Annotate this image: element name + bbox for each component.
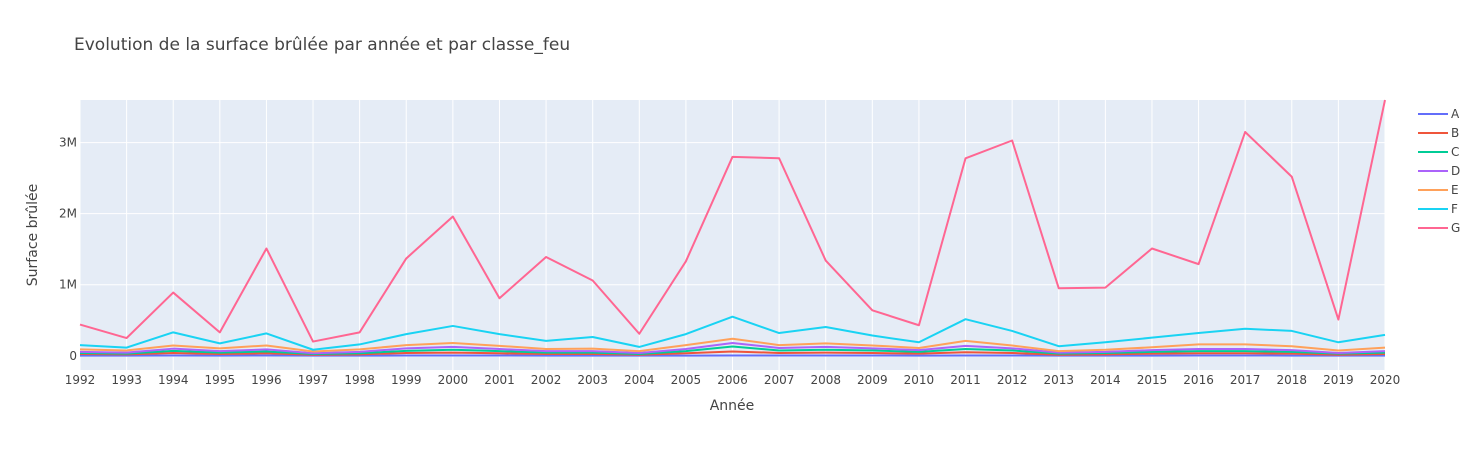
x-axis-title: Année bbox=[710, 398, 755, 414]
x-tick-label: 2009 bbox=[857, 373, 888, 387]
series-lines bbox=[79, 99, 1386, 357]
y-axis-title: Surface brûlée bbox=[25, 184, 41, 286]
x-tick-label: 2012 bbox=[997, 373, 1028, 387]
legend-label: C bbox=[1451, 145, 1459, 159]
y-tick-label: 0 bbox=[69, 349, 77, 363]
x-tick-label: 2006 bbox=[717, 373, 748, 387]
series-line-B bbox=[79, 350, 1386, 356]
x-tick-label: 2010 bbox=[904, 373, 935, 387]
y-tick-label: 1M bbox=[59, 278, 77, 292]
x-tick-label: 1999 bbox=[391, 373, 422, 387]
x-tick-label: 2007 bbox=[764, 373, 795, 387]
x-tick-label: 1998 bbox=[344, 373, 375, 387]
series-line-C bbox=[79, 345, 1386, 356]
legend-item-A[interactable]: A bbox=[1418, 107, 1460, 121]
x-axis-ticks: 1992 1993 1994 1995 1996 1997 1998 1999 2000 2001… bbox=[65, 373, 1401, 387]
y-tick-label: 3M bbox=[59, 136, 77, 150]
legend-label: B bbox=[1451, 126, 1459, 140]
legend-item-F[interactable]: F bbox=[1418, 202, 1458, 216]
x-tick-label: 2001 bbox=[484, 373, 515, 387]
x-tick-label: 1996 bbox=[251, 373, 282, 387]
y-axis-ticks: 0 1M 2M 3M bbox=[59, 136, 77, 363]
x-tick-label: 2018 bbox=[1277, 373, 1308, 387]
legend-item-G[interactable]: G bbox=[1418, 221, 1460, 235]
x-tick-label: 2005 bbox=[671, 373, 702, 387]
x-tick-label: 1994 bbox=[158, 373, 189, 387]
x-tick-label: 2020 bbox=[1370, 373, 1401, 387]
x-tick-label: 2014 bbox=[1090, 373, 1121, 387]
x-tick-label: 2019 bbox=[1323, 373, 1354, 387]
x-tick-label: 1997 bbox=[298, 373, 329, 387]
legend-item-E[interactable]: E bbox=[1418, 183, 1459, 197]
x-tick-label: 2017 bbox=[1230, 373, 1261, 387]
x-tick-label: 1995 bbox=[205, 373, 236, 387]
legend-label: E bbox=[1451, 183, 1459, 197]
chart-title: Evolution de la surface brûlée par année… bbox=[74, 35, 570, 55]
x-tick-label: 2008 bbox=[810, 373, 841, 387]
x-tick-label: 2000 bbox=[438, 373, 469, 387]
legend-label: F bbox=[1451, 202, 1458, 216]
x-tick-label: 2016 bbox=[1183, 373, 1214, 387]
legend-label: G bbox=[1451, 221, 1460, 235]
x-tick-label: 1993 bbox=[111, 373, 142, 387]
x-tick-label: 2015 bbox=[1137, 373, 1168, 387]
legend-item-C[interactable]: C bbox=[1418, 145, 1459, 159]
x-tick-label: 2002 bbox=[531, 373, 562, 387]
series-line-E bbox=[79, 337, 1386, 353]
x-tick-label: 2003 bbox=[577, 373, 608, 387]
legend-item-B[interactable]: B bbox=[1418, 126, 1459, 140]
series-line-G bbox=[79, 99, 1386, 343]
legend-label: A bbox=[1451, 107, 1460, 121]
legend-label: D bbox=[1451, 164, 1460, 178]
x-tick-label: 2004 bbox=[624, 373, 655, 387]
y-tick-label: 2M bbox=[59, 207, 77, 221]
series-line-F bbox=[79, 315, 1386, 351]
x-tick-label: 2011 bbox=[950, 373, 981, 387]
x-tick-label: 1992 bbox=[65, 373, 96, 387]
legend-item-D[interactable]: D bbox=[1418, 164, 1460, 178]
series-line-D bbox=[79, 342, 1386, 355]
x-tick-label: 2013 bbox=[1043, 373, 1074, 387]
